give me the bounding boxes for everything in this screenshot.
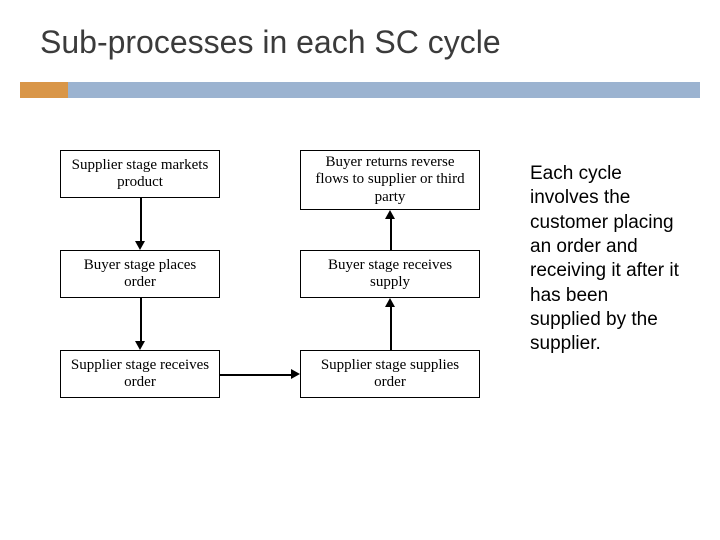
arrow-head-icon: [135, 341, 145, 350]
accent-bar: [20, 82, 700, 98]
accent-blue: [68, 82, 700, 98]
flowchart-edge: [220, 374, 292, 376]
flowchart-edge: [390, 218, 392, 250]
flowchart-node: Supplier stage supplies order: [300, 350, 480, 398]
arrow-head-icon: [385, 210, 395, 219]
slide-title: Sub-processes in each SC cycle: [40, 24, 501, 61]
flowchart-node: Supplier stage markets product: [60, 150, 220, 198]
flowchart-node: Buyer stage places order: [60, 250, 220, 298]
flowchart-edge: [140, 198, 142, 242]
arrow-head-icon: [291, 369, 300, 379]
arrow-head-icon: [135, 241, 145, 250]
flowchart-edge: [140, 298, 142, 342]
body-text: Each cycle involves the customer placing…: [530, 162, 680, 357]
arrow-head-icon: [385, 298, 395, 307]
flowchart-node: Buyer stage receives supply: [300, 250, 480, 298]
flowchart-edge: [390, 306, 392, 350]
flowchart: Supplier stage markets product Buyer stag…: [60, 150, 500, 470]
slide: Sub-processes in each SC cycle Supplier …: [0, 0, 720, 540]
flowchart-node: Buyer returns reverse flows to supplier …: [300, 150, 480, 210]
accent-orange: [20, 82, 68, 98]
flowchart-node: Supplier stage receives order: [60, 350, 220, 398]
